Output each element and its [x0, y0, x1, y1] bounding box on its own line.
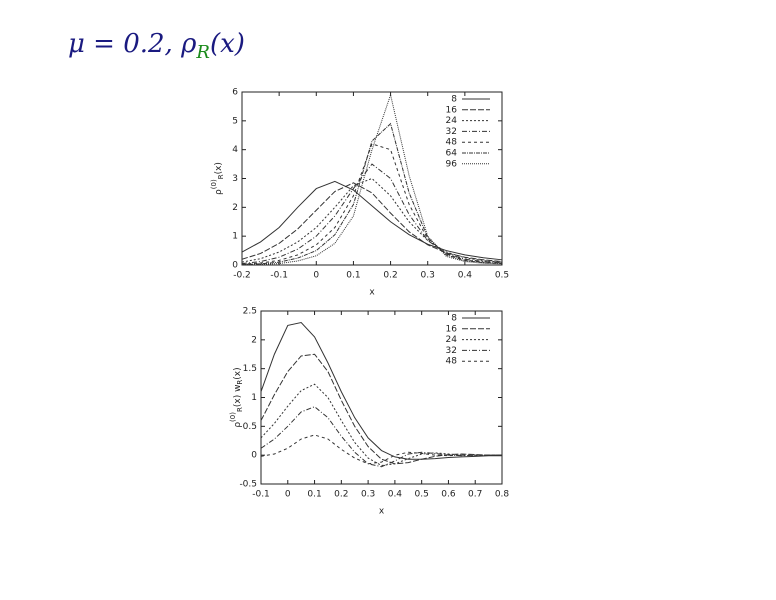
legend-label: 16: [446, 105, 458, 115]
series-line: [241, 180, 503, 261]
series-line: [241, 163, 503, 265]
y-axis-label-part: R: [236, 380, 244, 385]
x-tick-label: 0.4: [458, 271, 473, 281]
y-tick-label: 1: [232, 232, 238, 242]
title-sub: R: [195, 42, 210, 63]
y-tick-label: 1.5: [243, 364, 257, 374]
legend-label: 24: [446, 335, 458, 345]
y-tick-label: 1: [251, 393, 257, 403]
x-tick-label: -0.2: [233, 271, 251, 281]
y-tick-label: 0: [251, 451, 257, 461]
x-tick-label: 0.1: [346, 271, 360, 281]
x-tick-label: 0.7: [468, 490, 482, 500]
series-line: [260, 321, 502, 460]
x-tick-label: 0.4: [388, 490, 403, 500]
legend-label: 16: [446, 324, 458, 334]
y-tick-label: 6: [232, 88, 238, 98]
y-tick-label: 0.5: [243, 422, 257, 432]
y-tick-label: 2: [232, 203, 238, 213]
slide-title: μ = 0.2, ρR(x): [68, 29, 245, 63]
x-tick-label: -0.1: [270, 271, 288, 281]
y-axis-label-part: ρ: [233, 422, 243, 428]
y-tick-label: 0: [232, 261, 238, 271]
series-line: [241, 143, 503, 265]
legend-label: 96: [446, 159, 458, 169]
legend-label: 8: [451, 314, 457, 324]
y-tick-label: 2.5: [243, 307, 257, 317]
title-end: (x): [210, 29, 245, 59]
series-line: [260, 434, 502, 465]
y-axis-label: ρ(0)R(x) wR(x): [229, 367, 244, 427]
x-tick-label: 0: [313, 271, 319, 281]
legend-label: 8: [451, 95, 457, 105]
x-tick-label: 0.2: [334, 490, 348, 500]
y-axis-label-part: (x): [233, 367, 243, 379]
y-axis-label: ρ(0)R(x): [210, 162, 225, 195]
legend-label: 24: [446, 116, 458, 126]
y-axis-label-part: (x) w: [233, 385, 243, 408]
x-tick-label: 0.8: [495, 490, 510, 500]
legend-label: 32: [446, 346, 457, 356]
y-axis-label-part: (0): [229, 412, 237, 422]
legend-label: 48: [446, 357, 458, 367]
x-tick-label: 0.6: [441, 490, 456, 500]
y-axis-label-part: R: [236, 407, 244, 412]
x-axis-label: x: [369, 288, 375, 298]
legend-label: 48: [446, 138, 458, 148]
x-tick-label: -0.1: [252, 490, 270, 500]
legend-label: 32: [446, 127, 457, 137]
series-line: [241, 122, 503, 265]
x-tick-label: 0.2: [383, 271, 397, 281]
x-tick-label: 0.5: [415, 490, 429, 500]
y-tick-label: 4: [232, 145, 238, 155]
x-tick-label: 0.1: [307, 490, 321, 500]
legend-label: 64: [446, 149, 458, 159]
y-axis-label-part: ρ: [214, 189, 224, 195]
y-tick-label: -0.5: [239, 480, 257, 490]
x-tick-label: 0.3: [361, 490, 375, 500]
series-line: [260, 406, 502, 468]
x-tick-label: 0.5: [495, 271, 509, 281]
x-tick-label: 0: [285, 490, 291, 500]
x-axis-label: x: [379, 507, 385, 517]
y-tick-label: 5: [232, 116, 238, 126]
series-line: [241, 177, 503, 263]
y-tick-label: 3: [232, 174, 238, 184]
title-main: μ = 0.2, ρ: [68, 29, 197, 59]
x-tick-label: 0.3: [421, 271, 435, 281]
y-tick-label: 2: [251, 335, 257, 345]
series-line: [260, 353, 502, 465]
y-axis-label-part: R: [217, 174, 225, 179]
y-axis-label-part: (0): [210, 179, 218, 189]
y-axis-label-part: (x): [214, 162, 224, 174]
